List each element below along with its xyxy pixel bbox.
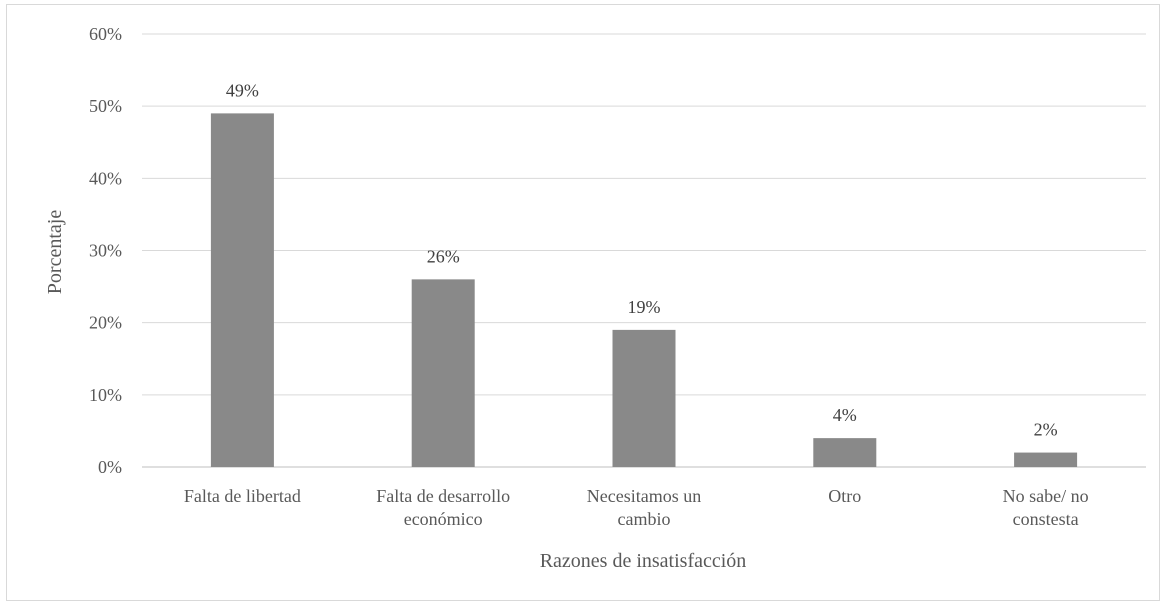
data-label: 49% (226, 80, 259, 100)
x-tick-label: Falta de libertad (184, 486, 301, 506)
y-tick-label: 50% (89, 96, 122, 116)
bar (411, 279, 475, 467)
y-tick-label: 30% (89, 241, 122, 261)
gridlines (142, 33, 1146, 468)
x-tick-label: Otro (828, 486, 861, 506)
data-labels: 49% 26% 19% 4% 2% (226, 80, 1058, 439)
bar (612, 329, 676, 467)
data-label: 4% (833, 405, 857, 425)
y-tick-label: 0% (98, 457, 122, 477)
y-axis-title: Porcentaje (44, 210, 66, 295)
x-axis-title: Razones de insatisfacción (540, 550, 747, 572)
x-axis-ticks: Falta de libertad Falta de desarrollo econ… (184, 486, 1089, 529)
y-tick-label: 60% (89, 24, 122, 44)
y-tick-label: 40% (89, 168, 122, 188)
x-tick-label: No sabe/ no constesta (1003, 486, 1089, 529)
chart-frame (6, 4, 1160, 601)
bar (210, 113, 274, 467)
x-tick-label: Necesitamos un cambio (587, 486, 701, 529)
data-label: 2% (1034, 420, 1058, 440)
bar (813, 438, 877, 467)
x-tick-label: Falta de desarrollo económico (376, 486, 510, 529)
y-axis-ticks: 0% 10% 20% 30% 40% 50% 60% (89, 24, 122, 477)
y-tick-label: 10% (89, 385, 122, 405)
bar (1014, 452, 1078, 467)
data-label: 26% (427, 246, 460, 266)
data-label: 19% (628, 297, 661, 317)
bars (210, 113, 1078, 467)
y-tick-label: 20% (89, 313, 122, 333)
